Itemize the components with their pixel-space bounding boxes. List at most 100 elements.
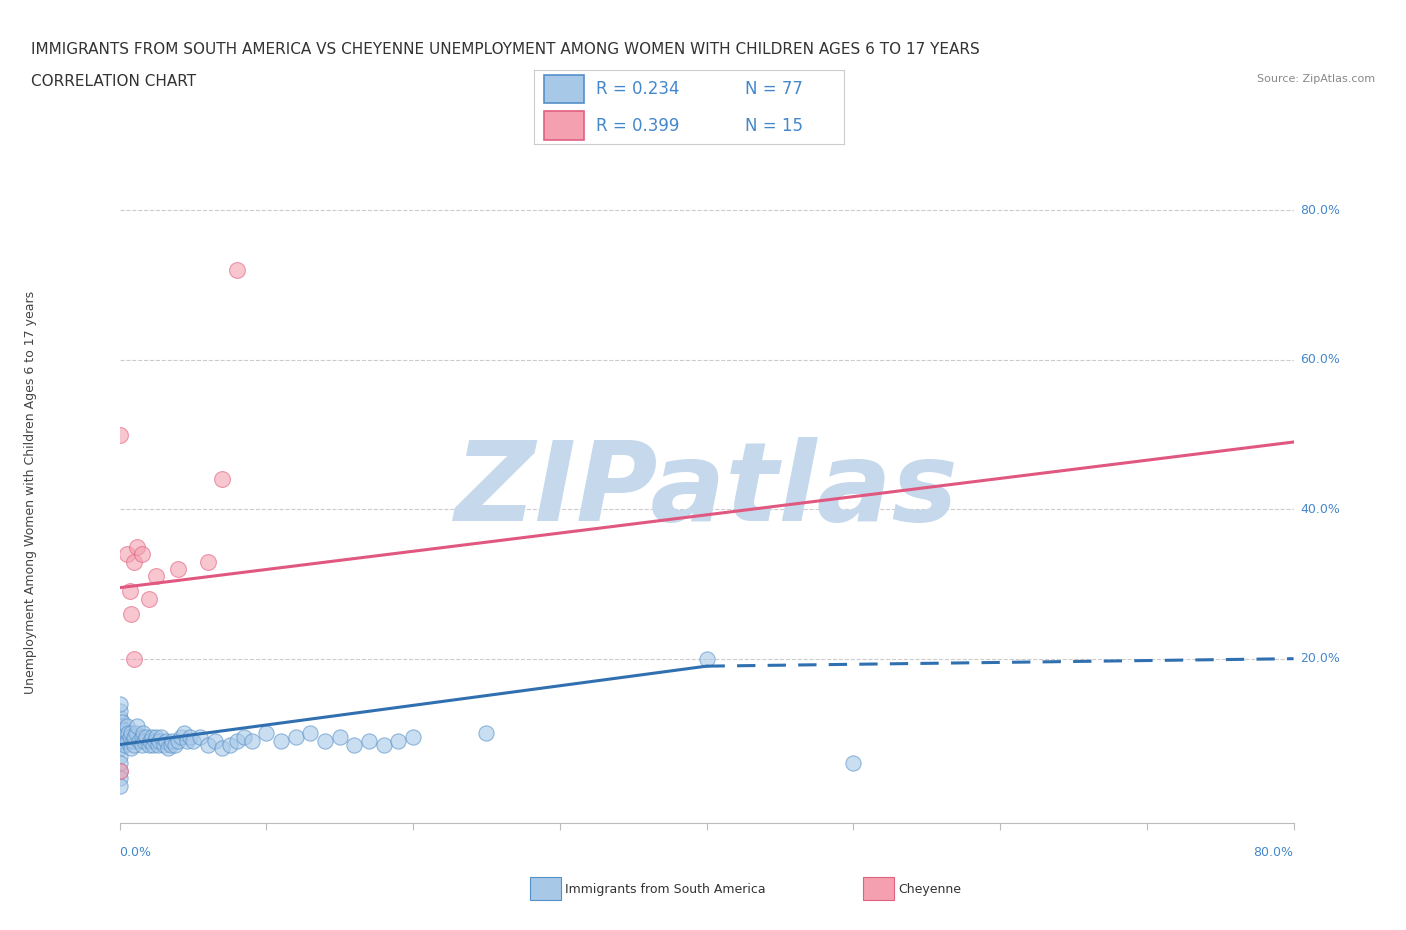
Point xyxy=(128,734,150,749)
Point xyxy=(188,730,211,745)
Point xyxy=(124,726,146,741)
Point xyxy=(122,737,145,752)
Point xyxy=(167,734,190,749)
Point xyxy=(111,726,134,741)
Point xyxy=(108,726,131,741)
Text: 0.0%: 0.0% xyxy=(120,846,152,859)
Point xyxy=(173,726,195,741)
FancyBboxPatch shape xyxy=(544,75,583,103)
Point xyxy=(343,737,366,752)
Text: N = 15: N = 15 xyxy=(745,116,803,135)
Point xyxy=(357,734,380,749)
Point xyxy=(138,737,160,752)
Text: N = 77: N = 77 xyxy=(745,80,803,98)
Point xyxy=(162,734,184,749)
Point xyxy=(127,719,149,734)
Point xyxy=(145,569,167,584)
Point xyxy=(211,741,233,756)
Point xyxy=(122,730,145,745)
Text: CORRELATION CHART: CORRELATION CHART xyxy=(31,74,195,89)
Point xyxy=(329,730,352,745)
Text: ZIPatlas: ZIPatlas xyxy=(454,437,959,544)
Point xyxy=(134,734,156,749)
Point xyxy=(152,737,174,752)
Point xyxy=(120,726,142,741)
Point xyxy=(114,737,136,752)
Point xyxy=(218,737,240,752)
Point xyxy=(299,726,322,741)
Point xyxy=(108,764,131,778)
Point xyxy=(143,734,166,749)
Point xyxy=(170,730,193,745)
Point xyxy=(122,554,145,569)
Point xyxy=(225,734,249,749)
Point xyxy=(475,726,498,741)
Point xyxy=(373,737,395,752)
Point xyxy=(270,734,292,749)
Point xyxy=(176,734,198,749)
Point xyxy=(108,719,131,734)
Text: IMMIGRANTS FROM SOUTH AMERICA VS CHEYENNE UNEMPLOYMENT AMONG WOMEN WITH CHILDREN: IMMIGRANTS FROM SOUTH AMERICA VS CHEYENN… xyxy=(31,42,980,57)
Text: Unemployment Among Women with Children Ages 6 to 17 years: Unemployment Among Women with Children A… xyxy=(24,291,38,695)
Point xyxy=(120,741,142,756)
Point xyxy=(108,734,131,749)
Point xyxy=(112,730,135,745)
Point xyxy=(155,734,177,749)
Point xyxy=(146,737,169,752)
Point xyxy=(233,730,256,745)
Point xyxy=(120,606,142,621)
Point xyxy=(115,734,138,749)
Point xyxy=(122,651,145,666)
Point xyxy=(254,726,277,741)
Point xyxy=(138,591,160,606)
Point xyxy=(108,741,131,756)
Point xyxy=(225,263,249,278)
Text: R = 0.234: R = 0.234 xyxy=(596,80,679,98)
Point xyxy=(108,703,131,718)
Point xyxy=(117,726,139,741)
Point xyxy=(167,562,190,577)
Point xyxy=(121,734,143,749)
Point xyxy=(108,711,131,726)
Point xyxy=(131,730,153,745)
Point xyxy=(118,584,141,599)
Text: Source: ZipAtlas.com: Source: ZipAtlas.com xyxy=(1257,74,1375,85)
Text: 80.0%: 80.0% xyxy=(1301,204,1340,217)
Point xyxy=(197,554,219,569)
Point xyxy=(108,749,131,764)
Point xyxy=(111,715,134,730)
Point xyxy=(108,756,131,771)
Point xyxy=(387,734,409,749)
Point xyxy=(240,734,263,749)
Point xyxy=(197,737,219,752)
Text: R = 0.399: R = 0.399 xyxy=(596,116,679,135)
Point xyxy=(115,719,138,734)
Point xyxy=(314,734,336,749)
Point xyxy=(165,737,187,752)
Point xyxy=(696,651,718,666)
Point xyxy=(108,764,131,778)
Point xyxy=(131,547,153,562)
Point xyxy=(108,771,131,786)
Point xyxy=(108,696,131,711)
Point xyxy=(402,730,425,745)
Point xyxy=(132,726,155,741)
Point xyxy=(204,734,226,749)
Text: 40.0%: 40.0% xyxy=(1301,503,1340,516)
Point xyxy=(115,547,138,562)
Point xyxy=(142,737,165,752)
Point xyxy=(112,723,135,737)
Point xyxy=(211,472,233,486)
Point xyxy=(179,730,201,745)
Text: 20.0%: 20.0% xyxy=(1301,652,1340,665)
Point xyxy=(108,427,131,442)
Text: 60.0%: 60.0% xyxy=(1301,353,1340,366)
Point xyxy=(108,778,131,793)
Point xyxy=(139,734,162,749)
Point xyxy=(131,737,153,752)
Point xyxy=(156,741,179,756)
Text: 80.0%: 80.0% xyxy=(1254,846,1294,859)
Point xyxy=(160,737,183,752)
Point xyxy=(284,730,307,745)
FancyBboxPatch shape xyxy=(544,112,583,140)
